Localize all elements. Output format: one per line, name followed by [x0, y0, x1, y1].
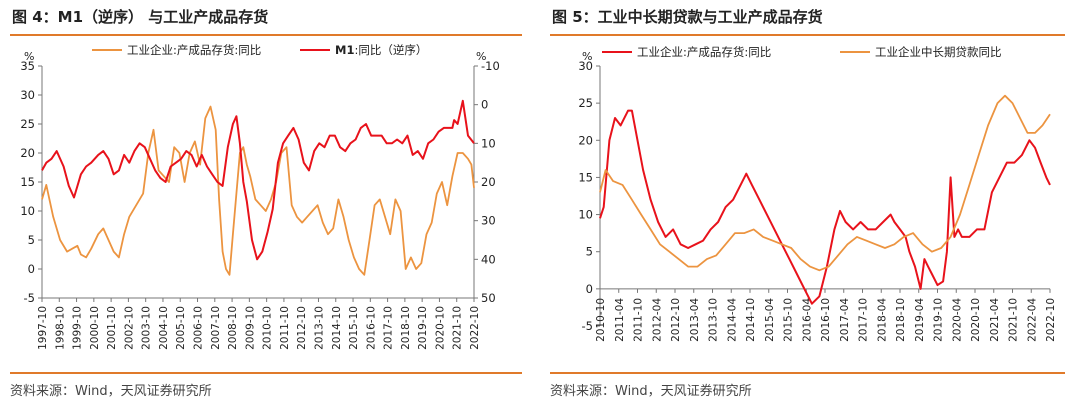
x-tick-label: 2015-04	[764, 298, 776, 342]
series-line-0	[41, 105, 475, 276]
y2-tick-label: 0	[481, 98, 488, 112]
y2-tick-label: -10	[481, 59, 500, 73]
y2-unit-label: %	[476, 50, 486, 63]
x-tick-label: 2014-04	[726, 298, 738, 342]
x-tick-label: 2005-10	[175, 306, 187, 350]
x-tick-label: 2020-10	[970, 298, 982, 342]
series-line-0	[599, 109, 1051, 305]
y-tick-label: -5	[24, 291, 35, 305]
y-tick-label: 15	[578, 170, 593, 184]
x-tick-label: 2021-04	[989, 298, 1001, 342]
x-tick-label: 2003-10	[141, 306, 153, 350]
figure-4-panel: 图 4：M1（逆序） 与工业产成品存货 %% 35 30 25 20 15 10 5 0 -5 -1…	[10, 8, 522, 399]
x-tick-label: 2016-04	[801, 298, 813, 342]
x-tick-label: 2022-10	[1045, 298, 1057, 342]
y-tick-label: 0	[28, 262, 35, 276]
y-tick-label: 5	[586, 245, 593, 259]
y2-tick-label: 10	[481, 136, 496, 150]
x-tick-label: 2012-04	[651, 298, 663, 342]
source-note: 资料来源：Wind，天风证券研究所	[10, 384, 212, 399]
x-tick-label: 2000-10	[89, 306, 101, 350]
x-tick-label: 2016-10	[820, 298, 832, 342]
series-line-1	[41, 99, 475, 261]
x-tick-label: 2004-10	[158, 306, 170, 350]
y-tick-label: 10	[20, 204, 35, 218]
x-tick-label: 2021-10	[1008, 298, 1020, 342]
x-tick-label: 2013-04	[689, 298, 701, 342]
x-tick-label: 2010-10	[595, 298, 607, 342]
top-rule	[10, 34, 522, 36]
x-tick-label: 2022-04	[1026, 298, 1038, 342]
x-tick-label: 2002-10	[123, 306, 135, 350]
figure-5-chart: %30 25 20 15 10 5 0 -5 2010-10 2011-04 2011-10 2012…	[578, 45, 1057, 342]
y-tick-label: 15	[20, 175, 35, 189]
x-tick-label: 2015-10	[783, 298, 795, 342]
legend-label-bold-1: M1	[335, 43, 354, 57]
x-tick-label: 2019-10	[933, 298, 945, 342]
x-tick-label: 2019-10	[417, 306, 429, 350]
legend-label-1: 工业企业中长期贷款同比	[875, 45, 1002, 59]
figure-5-panel: 图 5：工业中长期贷款与工业产成品存货 % 30 25 20 15 10 5 0 -5 2010-…	[540, 0, 1080, 410]
y-tick-label: 20	[578, 133, 593, 147]
legend-label-0: 工业企业:产成品存货:同比	[637, 45, 771, 59]
y2-tick-label: 30	[481, 214, 496, 228]
x-tick-label: 2017-04	[839, 298, 851, 342]
source-note: 资料来源：Wind，天风证券研究所	[550, 384, 752, 399]
bottom-rule	[10, 372, 522, 374]
y-tick-label: -5	[582, 319, 593, 333]
x-tick-label: 2011-10	[279, 306, 291, 350]
y-tick-label: 30	[20, 88, 35, 102]
x-tick-label: 2022-10	[469, 306, 481, 350]
x-tick-label: 2007-10	[210, 306, 222, 350]
y-tick-label: 10	[578, 208, 593, 222]
x-tick-label: 1999-10	[72, 306, 84, 350]
x-tick-label: 2001-10	[106, 306, 118, 350]
x-tick-label: 2011-04	[614, 298, 626, 342]
x-tick-label: 2017-10	[858, 298, 870, 342]
x-tick-label: 2020-10	[434, 306, 446, 350]
bottom-rule	[550, 372, 1065, 374]
x-tick-label: 2020-04	[951, 298, 963, 342]
y-tick-label: 20	[20, 146, 35, 160]
x-tick-label: 2011-10	[633, 298, 645, 342]
x-tick-label: 2014-10	[331, 306, 343, 350]
x-tick-label: 2018-04	[876, 298, 888, 342]
figure-5-title: 图 5：工业中长期贷款与工业产成品存货	[552, 8, 823, 26]
y-tick-label: 30	[578, 59, 593, 73]
x-tick-label: 2017-10	[383, 306, 395, 350]
y2-tick-label: 40	[481, 252, 496, 266]
x-tick-label: 2021-10	[452, 306, 464, 350]
y-tick-label: 25	[578, 96, 593, 110]
x-tick-label: 2016-10	[365, 306, 377, 350]
x-tick-label: 2012-10	[670, 298, 682, 342]
x-tick-label: 2018-10	[895, 298, 907, 342]
y-tick-label: 35	[20, 59, 35, 73]
x-tick-label: 2019-04	[914, 298, 926, 342]
x-tick-label: 1997-10	[37, 306, 49, 350]
figure-4-title: 图 4：M1（逆序） 与工业产成品存货	[12, 8, 269, 26]
legend-label-1: :同比（逆序）	[354, 43, 427, 57]
y-unit-label: %	[24, 50, 34, 63]
y-unit-label: %	[582, 50, 592, 63]
x-tick-label: 1998-10	[54, 306, 66, 350]
x-tick-label: 2009-10	[244, 306, 256, 350]
y-tick-label: 5	[28, 233, 35, 247]
x-tick-label: 2006-10	[193, 306, 205, 350]
y2-tick-label: 20	[481, 175, 496, 189]
top-rule	[550, 34, 1065, 36]
legend-label-0: 工业企业:产成品存货:同比	[127, 43, 261, 57]
y2-tick-label: 50	[481, 291, 496, 305]
y-tick-label: 25	[20, 117, 35, 131]
x-tick-label: 2015-10	[348, 306, 360, 350]
x-tick-label: 2013-10	[313, 306, 325, 350]
y-tick-label: 0	[586, 282, 593, 296]
x-tick-label: 2008-10	[227, 306, 239, 350]
x-tick-label: 2018-10	[400, 306, 412, 350]
x-tick-label: 2014-10	[745, 298, 757, 342]
series-line-1	[599, 94, 1051, 272]
x-tick-label: 2010-10	[262, 306, 274, 350]
x-tick-label: 2013-10	[708, 298, 720, 342]
x-tick-label: 2012-10	[296, 306, 308, 350]
